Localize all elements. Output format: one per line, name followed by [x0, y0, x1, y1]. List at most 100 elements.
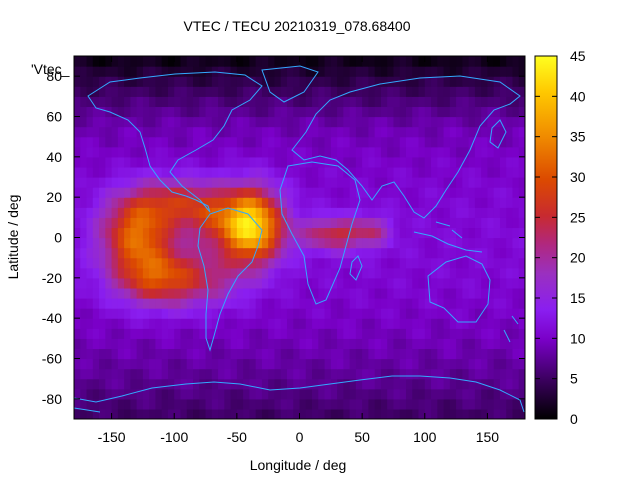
heatmap-cell: [86, 368, 94, 380]
heatmap-cell: [318, 227, 326, 239]
heatmap-cell: [99, 338, 106, 350]
heatmap-cell: [362, 86, 369, 97]
heatmap-cell: [186, 388, 194, 400]
heatmap-cell: [130, 328, 138, 339]
heatmap-cell: [405, 388, 413, 400]
heatmap-cell: [117, 287, 125, 299]
heatmap-cell: [167, 308, 175, 319]
heatmap-cell: [362, 247, 369, 259]
heatmap-cell: [362, 96, 369, 108]
heatmap-cell: [305, 86, 313, 97]
heatmap-cell: [268, 116, 276, 128]
heatmap-cell: [412, 328, 420, 339]
heatmap-cell: [193, 106, 200, 118]
heatmap-cell: [506, 277, 514, 289]
heatmap-cell: [412, 257, 420, 269]
heatmap-cell: [462, 358, 470, 370]
heatmap-cell: [418, 116, 426, 128]
heatmap-cell: [243, 358, 250, 370]
heatmap-cell: [368, 227, 376, 239]
heatmap-cell: [518, 177, 525, 188]
heatmap-cell: [380, 76, 388, 87]
heatmap-cell: [424, 96, 432, 108]
heatmap-cell: [205, 338, 213, 350]
heatmap-cell: [312, 358, 319, 370]
heatmap-cell: [199, 146, 207, 158]
heatmap-cell: [349, 106, 357, 118]
heatmap-cell: [243, 348, 250, 360]
heatmap-cell: [236, 187, 244, 198]
heatmap-cell: [199, 328, 207, 339]
heatmap-cell: [305, 237, 313, 249]
heatmap-cell: [468, 56, 476, 67]
heatmap-cell: [117, 308, 125, 319]
heatmap-cell: [387, 217, 395, 229]
heatmap-cell: [468, 227, 476, 239]
heatmap-cell: [280, 237, 288, 249]
heatmap-cell: [199, 277, 207, 289]
heatmap-cell: [380, 156, 388, 168]
heatmap-cell: [362, 106, 369, 118]
heatmap-cell: [92, 96, 100, 108]
heatmap-cell: [493, 308, 501, 319]
heatmap-cell: [243, 368, 250, 380]
heatmap-cell: [374, 247, 382, 259]
heatmap-cell: [506, 166, 514, 178]
heatmap-cell: [474, 267, 482, 279]
heatmap-cell: [431, 86, 438, 97]
heatmap-cell: [80, 106, 88, 118]
heatmap-cell: [506, 257, 514, 269]
heatmap-cell: [380, 207, 388, 218]
heatmap-cell: [142, 187, 150, 198]
heatmap-cell: [418, 298, 426, 309]
heatmap-cell: [155, 237, 163, 249]
heatmap-cell: [418, 126, 426, 138]
heatmap-cell: [280, 287, 288, 299]
heatmap-cell: [493, 257, 501, 269]
heatmap-cell: [512, 177, 520, 188]
heatmap-cell: [92, 267, 100, 279]
heatmap-cell: [324, 86, 332, 97]
heatmap-cell: [443, 358, 451, 370]
heatmap-cell: [349, 308, 357, 319]
heatmap-cell: [286, 368, 294, 380]
heatmap-cell: [493, 96, 501, 108]
heatmap-cell: [218, 358, 225, 370]
heatmap-cell: [349, 378, 357, 390]
heatmap-cell: [193, 187, 200, 198]
heatmap-cell: [387, 338, 395, 350]
heatmap-cell: [405, 156, 413, 168]
heatmap-cell: [261, 287, 269, 299]
heatmap-cell: [449, 267, 457, 279]
heatmap-cell: [318, 328, 326, 339]
heatmap-cell: [493, 86, 501, 97]
heatmap-cell: [481, 177, 489, 188]
heatmap-cell: [199, 298, 207, 309]
heatmap-cell: [74, 247, 81, 259]
heatmap-cell: [180, 66, 188, 77]
heatmap-cell: [211, 267, 219, 279]
heatmap-cell: [236, 368, 244, 380]
heatmap-cell: [286, 56, 294, 67]
heatmap-cell: [274, 328, 282, 339]
heatmap-cell: [487, 257, 495, 269]
heatmap-cell: [236, 338, 244, 350]
heatmap-cell: [99, 398, 106, 410]
heatmap-cell: [324, 328, 332, 339]
heatmap-cell: [136, 106, 144, 118]
heatmap-cell: [443, 388, 451, 400]
heatmap-cell: [186, 156, 194, 168]
heatmap-cell: [136, 66, 144, 77]
heatmap-cell: [349, 207, 357, 218]
heatmap-cell: [312, 177, 319, 188]
heatmap-cell: [149, 116, 157, 128]
heatmap-cell: [186, 287, 194, 299]
heatmap-cell: [399, 146, 407, 158]
heatmap-cell: [305, 408, 313, 419]
heatmap-cell: [468, 388, 476, 400]
heatmap-cell: [105, 338, 113, 350]
heatmap-cell: [161, 156, 169, 168]
heatmap-cell: [149, 106, 157, 118]
heatmap-cell: [374, 197, 382, 208]
heatmap-cell: [387, 247, 395, 259]
